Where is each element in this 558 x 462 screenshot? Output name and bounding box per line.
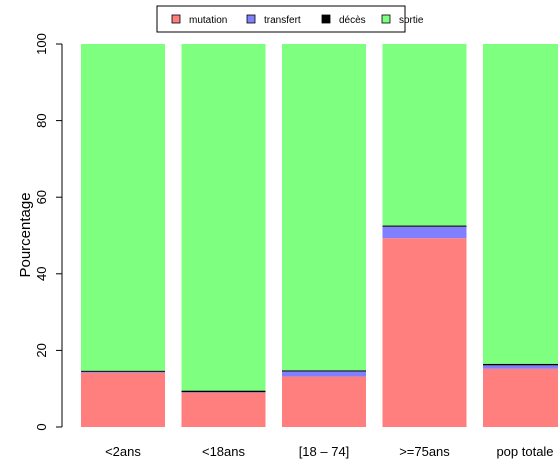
x-tick-label: <18ans: [202, 444, 246, 459]
legend-key-mutation: [171, 14, 181, 24]
bar-segment-mutation: [382, 238, 467, 427]
bar-segment-mutation: [81, 372, 165, 427]
bar-segment-transfert: [282, 371, 366, 377]
legend-key-deces: [321, 14, 331, 24]
legend-label-sortie: sortie: [399, 15, 424, 26]
y-tick-label: 60: [34, 190, 49, 204]
legend-box: [156, 5, 406, 33]
bar-segment-deces: [181, 390, 266, 393]
y-tick-label: 80: [34, 113, 49, 127]
legend-label-deces: décès: [339, 15, 366, 26]
x-tick-label: [18 – 74]: [299, 444, 350, 459]
bar-segment-sortie: [181, 44, 266, 391]
bar-segment-mutation: [282, 376, 366, 427]
bar-segment-sortie: [81, 44, 165, 371]
legend-key-sortie: [381, 14, 391, 24]
y-tick-label: 0: [34, 423, 49, 430]
bar-segment-transfert: [382, 226, 467, 239]
legend: mutation transfert décès sortie: [156, 5, 424, 33]
y-tick-label: 40: [34, 267, 49, 281]
bar-segment-sortie: [382, 44, 467, 226]
legend-label-mutation: mutation: [189, 15, 227, 26]
y-tick-label: 20: [34, 343, 49, 357]
bar-segment-mutation: [483, 368, 558, 427]
x-tick-label: pop totale: [496, 444, 553, 459]
x-axis-labels: <2ans <18ans [18 – 74] >=75ans pop totale: [105, 444, 553, 459]
bar-segment-deces: [81, 370, 165, 372]
legend-label-transfert: transfert: [264, 15, 301, 26]
bar-segment-sortie: [483, 44, 558, 364]
x-tick-label: <2ans: [105, 444, 141, 459]
bar-segment-sortie: [282, 44, 366, 371]
y-axis: 0 20 40 60 80 100: [34, 33, 63, 431]
bars-layer: [81, 44, 558, 427]
bar-segment-transfert: [81, 371, 165, 373]
bar-segment-deces: [282, 370, 366, 372]
bar-segment-deces: [382, 225, 467, 227]
legend-key-transfert: [246, 14, 256, 24]
y-axis-title: Pourcentage: [17, 192, 34, 277]
bar-segment-mutation: [181, 392, 266, 427]
bar-segment-deces: [483, 363, 558, 366]
y-tick-label: 100: [34, 33, 49, 55]
bar-segment-transfert: [483, 365, 558, 369]
x-tick-label: >=75ans: [399, 444, 450, 459]
